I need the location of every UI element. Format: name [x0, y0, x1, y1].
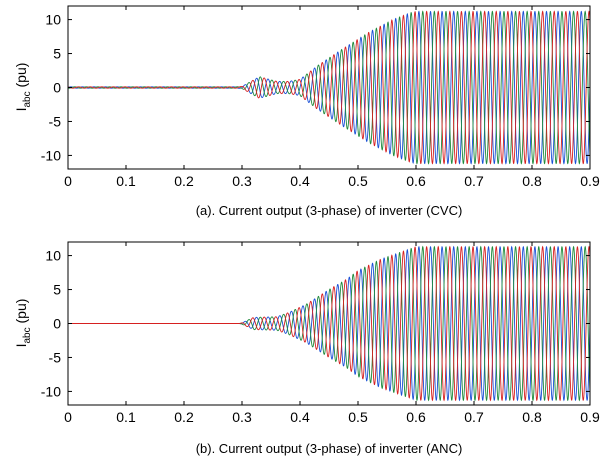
- x-tick-label: 0.1: [116, 173, 136, 189]
- panel-a: 0 0.1 0.2 0.3 0.4 0.5 0.6 0.7 0.8 0.9 10 5 0 -5 -10 I…: [13, 5, 600, 218]
- y-axis-label: Iabc (pu): [13, 299, 33, 348]
- x-tick-label: 0.7: [464, 173, 484, 189]
- x-tick-label: 0: [64, 409, 72, 425]
- x-tick-label: 0: [64, 173, 72, 189]
- x-tick-label: 0.8: [522, 409, 542, 425]
- y-tick-label: 5: [53, 46, 61, 62]
- x-tick-label: 0.5: [348, 173, 368, 189]
- series-line-phase-3: [68, 245, 590, 402]
- y-tick-label: -10: [41, 147, 61, 163]
- x-tick-label: 0.7: [464, 409, 484, 425]
- y-ticks: 10 5 0 -5 -10: [41, 12, 590, 163]
- series-line-phase-3: [68, 10, 590, 165]
- x-tick-label: 0.1: [116, 409, 136, 425]
- x-ticks: 0 0.1 0.2 0.3 0.4 0.5 0.6 0.7 0.8 0.9: [64, 242, 600, 425]
- series-line-phase-1: [68, 10, 590, 165]
- y-tick-label: 0: [53, 316, 61, 332]
- x-tick-label: 0.3: [232, 409, 252, 425]
- series-layer: [68, 245, 590, 402]
- x-tick-label: 0.9: [580, 409, 600, 425]
- series-layer: [68, 10, 590, 165]
- x-tick-label: 0.3: [232, 173, 252, 189]
- plot-area: [68, 245, 590, 402]
- y-tick-label: -5: [49, 113, 62, 129]
- panel-b: 0 0.1 0.2 0.3 0.4 0.5 0.6 0.7 0.8 0.9 10 5 0 -5 -10 I…: [13, 241, 600, 456]
- series-line-phase-2: [68, 10, 590, 165]
- y-tick-label: 5: [53, 282, 61, 298]
- plot-area: [68, 10, 590, 165]
- x-tick-label: 0.5: [348, 409, 368, 425]
- y-tick-label: 10: [45, 248, 61, 264]
- x-tick-label: 0.2: [174, 409, 194, 425]
- y-tick-label: 0: [53, 80, 61, 96]
- x-tick-label: 0.2: [174, 173, 194, 189]
- x-tick-label: 0.8: [522, 173, 542, 189]
- y-axis-label: Iabc (pu): [13, 63, 33, 112]
- y-tick-label: -5: [49, 349, 62, 365]
- x-tick-label: 0.6: [406, 173, 426, 189]
- panel-caption: (a). Current output (3-phase) of inverte…: [196, 203, 463, 218]
- x-tick-label: 0.6: [406, 409, 426, 425]
- y-tick-label: 10: [45, 12, 61, 28]
- x-tick-label: 0.9: [580, 173, 600, 189]
- x-tick-label: 0.4: [290, 409, 310, 425]
- x-tick-label: 0.4: [290, 173, 310, 189]
- y-tick-label: -10: [41, 383, 61, 399]
- x-ticks: 0 0.1 0.2 0.3 0.4 0.5 0.6 0.7 0.8 0.9: [64, 6, 600, 189]
- y-ticks: 10 5 0 -5 -10: [41, 248, 590, 399]
- panel-caption: (b). Current output (3-phase) of inverte…: [196, 441, 463, 456]
